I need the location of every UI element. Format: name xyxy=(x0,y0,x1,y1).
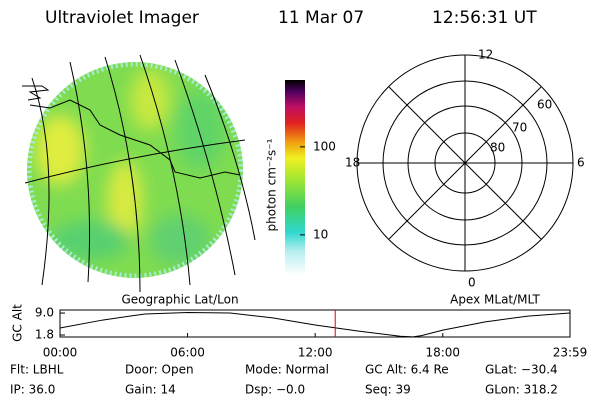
status-item: Flt: LBHL xyxy=(10,363,64,377)
x-tick-label: 18:00 xyxy=(425,346,460,360)
x-tick-label: 12:00 xyxy=(298,346,333,360)
plot-title: Apex MLat/MLT xyxy=(450,293,540,307)
mlt-label: 6 xyxy=(577,156,585,170)
colorbar-label: photon cm⁻²s⁻¹ xyxy=(265,138,279,231)
x-tick-label: 23:59 xyxy=(553,346,588,360)
status-item: Door: Open xyxy=(125,363,194,377)
x-tick-label: 06:00 xyxy=(170,346,205,360)
status-item: GLat: −30.4 xyxy=(485,363,558,377)
date: 11 Mar 07 xyxy=(278,8,364,28)
colorbar-tick-label: 100 xyxy=(313,139,336,153)
status-item: GC Alt: 6.4 Re xyxy=(365,363,449,377)
polar-grid xyxy=(356,54,574,272)
colorbar-scale xyxy=(285,80,305,275)
colorbar: photon cm⁻²s⁻¹ xyxy=(265,80,305,275)
status-item: Gain: 14 xyxy=(125,383,176,397)
status-item: GLon: 318.2 xyxy=(485,383,558,397)
y-tick-label: 1.8 xyxy=(35,328,54,342)
mlt-label: 12 xyxy=(478,48,493,62)
lat-label: 60 xyxy=(537,98,552,112)
plot-title: Geographic Lat/Lon xyxy=(121,293,238,307)
status-item: Seq: 39 xyxy=(365,383,411,397)
status-item: Dsp: −0.0 xyxy=(245,383,305,397)
y-label: GC Alt xyxy=(11,304,25,342)
lat-label: 80 xyxy=(490,141,505,155)
status-item: Mode: Normal xyxy=(245,363,329,377)
x-tick-label: 00:00 xyxy=(43,346,78,360)
y-tick-label: 9.0 xyxy=(35,306,54,320)
altitude-line xyxy=(59,311,571,338)
instrument: Ultraviolet Imager xyxy=(45,8,199,28)
uv-image xyxy=(22,54,256,293)
plot-frame xyxy=(59,309,571,338)
mlt-label: 18 xyxy=(345,156,360,170)
time: 12:56:31 UT xyxy=(432,8,537,28)
status-item: IP: 36.0 xyxy=(10,383,55,397)
mlt-label: 0 xyxy=(468,276,476,290)
status: Flt: LBHL Door: Open Mode: Normal GC Alt… xyxy=(10,363,558,397)
colorbar-tick-label: 10 xyxy=(313,227,328,241)
lat-label: 70 xyxy=(512,121,527,135)
